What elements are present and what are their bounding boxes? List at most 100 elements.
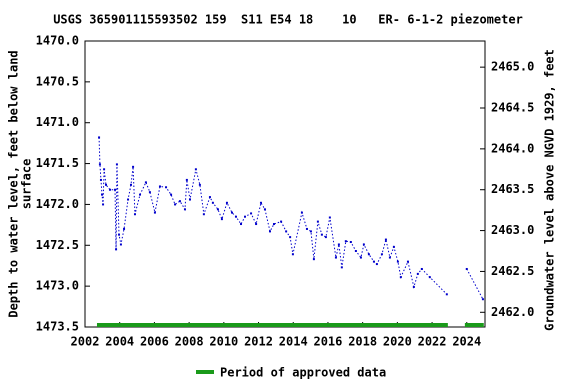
data-point <box>324 236 327 239</box>
data-point <box>263 208 266 211</box>
data-point <box>300 211 303 214</box>
data-point <box>108 188 111 191</box>
data-point <box>98 136 101 139</box>
y2-tick-label: 2462.0 <box>491 305 534 319</box>
data-point <box>114 188 117 191</box>
data-point <box>158 185 161 188</box>
x-tick-label: 2022 <box>418 335 447 349</box>
data-point <box>396 260 399 263</box>
x-tick-label: 2004 <box>105 335 134 349</box>
data-point <box>280 220 283 223</box>
data-point <box>289 236 292 239</box>
data-point <box>148 191 151 194</box>
approved-period <box>96 323 448 327</box>
data-point <box>380 253 383 256</box>
x-tick-label: 2012 <box>244 335 273 349</box>
y2-tick-label: 2463.0 <box>491 223 534 237</box>
y2-tick-label: 2464.5 <box>491 101 534 115</box>
data-point <box>165 186 168 189</box>
data-point <box>230 211 233 214</box>
data-point <box>250 212 253 215</box>
data-point <box>320 233 323 236</box>
x-tick-label: 2024 <box>452 335 481 349</box>
data-line <box>98 137 484 300</box>
data-point <box>412 285 415 288</box>
data-point <box>101 193 104 196</box>
data-point <box>285 230 288 233</box>
data-point <box>170 193 173 196</box>
data-point <box>139 193 142 196</box>
y-axis-label: surface <box>20 159 34 210</box>
data-point <box>362 243 365 246</box>
data-point <box>132 165 135 168</box>
y-tick-label: 1471.0 <box>36 115 79 129</box>
legend-swatch <box>196 370 214 374</box>
data-point <box>153 211 156 214</box>
y-tick-label: 1472.5 <box>36 238 79 252</box>
data-point <box>119 243 122 246</box>
data-point <box>312 258 315 261</box>
data-point <box>406 260 409 263</box>
data-point <box>188 198 191 201</box>
y2-tick-label: 2463.5 <box>491 182 534 196</box>
data-point <box>349 241 352 244</box>
data-point <box>420 267 423 270</box>
data-point <box>102 203 105 206</box>
data-point <box>255 223 258 226</box>
data-point <box>240 223 243 226</box>
data-point <box>129 183 132 186</box>
data-point <box>465 267 468 270</box>
data-point <box>309 230 312 233</box>
data-point <box>211 201 214 204</box>
data-point <box>115 248 118 251</box>
data-point <box>354 250 357 253</box>
data-point <box>388 256 391 259</box>
x-tick-label: 2018 <box>348 335 377 349</box>
y-tick-label: 1473.5 <box>36 320 79 334</box>
data-point <box>234 215 237 218</box>
data-point <box>375 263 378 266</box>
data-point <box>220 218 223 221</box>
data-point <box>445 293 448 296</box>
data-point <box>118 233 121 236</box>
data-point <box>372 260 375 263</box>
data-point <box>98 163 101 166</box>
y2-tick-label: 2465.0 <box>491 60 534 74</box>
y-tick-label: 1470.5 <box>36 74 79 88</box>
data-point <box>216 208 219 211</box>
data-point <box>183 208 186 211</box>
data-point <box>103 168 106 171</box>
data-point <box>99 178 102 181</box>
y2-tick-label: 2462.5 <box>491 264 534 278</box>
y2-tick-label: 2464.0 <box>491 141 534 155</box>
data-point <box>268 230 271 233</box>
chart-title: USGS 365901115593502 159 S11 E54 18 10 E… <box>53 13 523 27</box>
approved-period <box>464 323 484 327</box>
data-point <box>208 196 211 199</box>
data-point <box>291 253 294 256</box>
y2-axis-label: Groundwater level above NGVD 1929, feet <box>543 49 557 331</box>
x-tick-label: 2014 <box>279 335 308 349</box>
data-point <box>123 227 126 230</box>
data-point <box>185 178 188 181</box>
data-point <box>416 272 419 275</box>
data-point <box>367 253 370 256</box>
data-point <box>202 213 205 216</box>
y-tick-label: 1470.0 <box>36 34 79 48</box>
x-tick-label: 2016 <box>313 335 342 349</box>
x-tick-label: 2006 <box>140 335 169 349</box>
x-tick-label: 2020 <box>383 335 412 349</box>
x-tick-label: 2010 <box>209 335 238 349</box>
data-point <box>104 183 107 186</box>
data-point <box>399 276 402 279</box>
data-point <box>316 220 319 223</box>
data-point <box>259 201 262 204</box>
data-point <box>359 256 362 259</box>
data-point <box>384 238 387 241</box>
data-point <box>115 163 118 166</box>
data-point <box>328 216 331 219</box>
x-tick-label: 2002 <box>71 335 100 349</box>
data-point <box>481 298 484 301</box>
data-point <box>178 200 181 203</box>
data-point <box>344 240 347 243</box>
